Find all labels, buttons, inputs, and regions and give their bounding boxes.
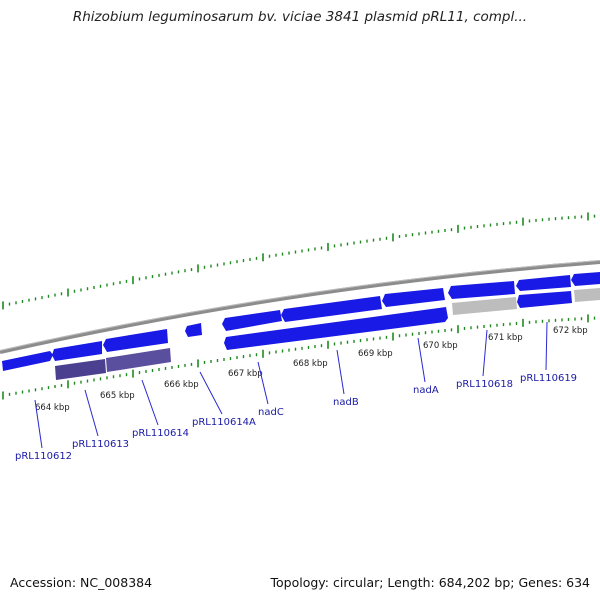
gene-feature[interactable]: [382, 288, 445, 307]
gene-label[interactable]: pRL110614A: [192, 417, 256, 428]
backbone-line: [0, 260, 600, 354]
gene-feature[interactable]: [103, 329, 168, 352]
ruler-label: 665 kbp: [100, 391, 135, 401]
summary-text: Topology: circular; Length: 684,202 bp; …: [270, 575, 591, 590]
gene-label[interactable]: pRL110613: [72, 439, 129, 450]
ruler-label: 672 kbp: [553, 326, 588, 336]
ruler-label: 671 kbp: [488, 333, 523, 343]
gene-feature[interactable]: [224, 307, 448, 350]
accession-text: Accession: NC_008384: [10, 575, 153, 590]
gene-feature[interactable]: [517, 291, 572, 308]
ruler-label: 666 kbp: [164, 380, 199, 390]
rna-feature[interactable]: [55, 359, 106, 380]
ruler-label: 669 kbp: [358, 349, 393, 359]
gene-label[interactable]: pRL110619: [520, 373, 577, 384]
reverse-strand: [55, 288, 600, 380]
gene-feature[interactable]: [222, 310, 282, 331]
outer-tick-ring: [2, 212, 596, 310]
gene-feature[interactable]: [448, 281, 515, 299]
gene-label[interactable]: pRL110618: [456, 379, 513, 390]
forward-strand: [2, 272, 600, 371]
map-title: Rhizobium leguminosarum bv. viciae 3841 …: [72, 9, 528, 25]
gene-leaders: [34, 321, 548, 449]
backbone-highlight: [0, 260, 600, 351]
gene-feature[interactable]: [516, 275, 571, 291]
gene-feature[interactable]: [2, 351, 53, 371]
gene-feature[interactable]: [571, 272, 600, 286]
gene-feature[interactable]: [52, 341, 102, 361]
gene-feature[interactable]: [185, 323, 202, 337]
ruler-labels: 664 kbp 665 kbp 666 kbp 667 kbp 668 kbp …: [35, 326, 588, 413]
ruler-label: 667 kbp: [228, 369, 263, 379]
ruler-label: 664 kbp: [35, 403, 70, 413]
gray-feature[interactable]: [574, 288, 600, 302]
gene-label[interactable]: pRL110614: [132, 428, 189, 439]
gene-label[interactable]: nadC: [258, 407, 284, 418]
gene-label[interactable]: nadB: [333, 397, 359, 408]
gene-labels: pRL110612 pRL110613 pRL110614 pRL110614A…: [15, 373, 577, 462]
gene-label[interactable]: pRL110612: [15, 451, 72, 462]
gene-label[interactable]: nadA: [413, 385, 439, 396]
gene-feature[interactable]: [281, 296, 382, 322]
ruler-label: 670 kbp: [423, 341, 458, 351]
rna-feature[interactable]: [106, 348, 171, 372]
gray-feature[interactable]: [452, 297, 517, 315]
ruler-label: 668 kbp: [293, 359, 328, 369]
inner-tick-ring: [2, 314, 596, 400]
